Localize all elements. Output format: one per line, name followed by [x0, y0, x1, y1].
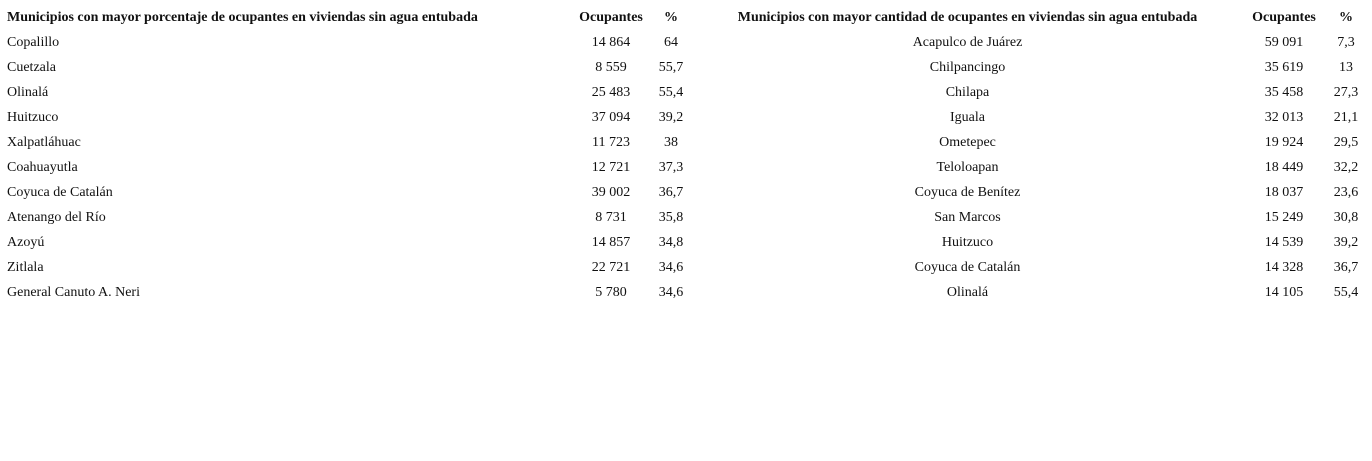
- header-cell: %: [664, 9, 678, 25]
- table-row: Atenango del Río 8 731 35,8 San Marcos 15 24…: [4, 205, 1368, 230]
- table-cell: 11 723: [592, 134, 630, 150]
- table-cell: 39 002: [591, 184, 631, 200]
- table-cell: 37 094: [591, 109, 631, 125]
- table-row: Huitzuco 37 094 39,2 Iguala 32 013 21,1: [4, 105, 1368, 130]
- header-cell: Ocupantes: [1252, 9, 1316, 25]
- table-cell: 8 731: [595, 209, 627, 225]
- table-cell: Huitzuco: [7, 109, 59, 125]
- table-cell: 12 721: [591, 159, 631, 175]
- table-cell: Acapulco de Juárez: [912, 34, 1023, 50]
- table-cell: 55,4: [658, 84, 684, 100]
- table-cell: 39,2: [1333, 234, 1359, 250]
- table-cell: 25 483: [591, 84, 631, 100]
- data-table: Municipios con mayor porcentaje de ocupa…: [4, 5, 1368, 305]
- table-cell: 19 924: [1264, 134, 1304, 150]
- table-cell: Coahuayutla: [7, 159, 78, 175]
- table-cell: 5 780: [595, 284, 627, 300]
- table-cell: Atenango del Río: [7, 209, 106, 225]
- table-cell: 27,3: [1333, 84, 1359, 100]
- table-cell: Huitzuco: [941, 234, 994, 250]
- table-cell: 14 857: [591, 234, 631, 250]
- table-row: Cuetzala 8 559 55,7 Chilpancingo 35 619 13: [4, 55, 1368, 80]
- table-cell: 39,2: [658, 109, 684, 125]
- table-cell: 38: [664, 134, 678, 150]
- table-cell: Iguala: [950, 109, 985, 125]
- table-cell: 64: [664, 34, 678, 50]
- table-cell: Chilpancingo: [929, 59, 1006, 75]
- table-cell: 21,1: [1333, 109, 1359, 125]
- header-row: Municipios con mayor porcentaje de ocupa…: [4, 5, 1368, 30]
- table-cell: 15 249: [1264, 209, 1304, 225]
- table-cell: Olinalá: [7, 84, 49, 100]
- table-cell: 14 539: [1264, 234, 1304, 250]
- table-cell: 22 721: [591, 259, 631, 275]
- table-cell: Azoyú: [7, 234, 45, 250]
- table-cell: 37,3: [658, 159, 684, 175]
- table-cell: Cuetzala: [7, 59, 56, 75]
- table-cell: Coyuca de Benítez: [914, 184, 1021, 200]
- table-cell: 34,8: [658, 234, 684, 250]
- table-cell: 36,7: [1333, 259, 1359, 275]
- table-cell: 30,8: [1333, 209, 1359, 225]
- table-row: Copalillo 14 864 64 Acapulco de Juárez 59 09…: [4, 30, 1368, 55]
- table-cell: Olinalá: [946, 284, 989, 300]
- table-cell: 59 091: [1264, 34, 1304, 50]
- table-cell: Ometepec: [939, 134, 996, 150]
- table-cell: 18 449: [1264, 159, 1304, 175]
- table-cell: 36,7: [658, 184, 684, 200]
- table-cell: 18 037: [1264, 184, 1304, 200]
- table-cell: 29,5: [1333, 134, 1359, 150]
- table-cell: Xalpatláhuac: [7, 134, 81, 150]
- table-row: General Canuto A. Neri 5 780 34,6 Olinalá 14…: [4, 280, 1368, 305]
- header-cell: Municipios con mayor porcentaje de ocupa…: [7, 9, 478, 25]
- table-cell: 34,6: [658, 259, 684, 275]
- table-cell: Teloloapan: [936, 159, 999, 175]
- table-cell: 32,2: [1333, 159, 1359, 175]
- table-cell: 55,7: [658, 59, 684, 75]
- table-cell: 14 864: [591, 34, 631, 50]
- table-cell: Coyuca de Catalán: [7, 184, 113, 200]
- table-cell: General Canuto A. Neri: [7, 284, 140, 300]
- table-cell: 34,6: [658, 284, 684, 300]
- table-cell: 55,4: [1333, 284, 1359, 300]
- table-cell: 35 458: [1264, 84, 1304, 100]
- table-row: Xalpatláhuac 11 723 38 Ometepec 19 924 29,5: [4, 130, 1368, 155]
- table-cell: 32 013: [1264, 109, 1304, 125]
- table-cell: 35,8: [658, 209, 684, 225]
- table-cell: 8 559: [595, 59, 627, 75]
- table-cell: 14 328: [1264, 259, 1304, 275]
- table-cell: 23,6: [1333, 184, 1359, 200]
- table-cell: Copalillo: [7, 34, 60, 50]
- table-row: Coahuayutla 12 721 37,3 Teloloapan 18 449 32,…: [4, 155, 1368, 180]
- header-cell: Ocupantes: [579, 9, 643, 25]
- table-cell: 35 619: [1264, 59, 1304, 75]
- table-cell: Coyuca de Catalán: [914, 259, 1021, 275]
- table-cell: 7,3: [1337, 34, 1355, 50]
- table-cell: San Marcos: [934, 209, 1001, 225]
- table-row: Azoyú 14 857 34,8 Huitzuco 14 539 39,2: [4, 230, 1368, 255]
- table-cell: 13: [1339, 59, 1353, 75]
- table-cell: 14 105: [1264, 284, 1304, 300]
- table-row: Olinalá 25 483 55,4 Chilapa 35 458 27,3: [4, 80, 1368, 105]
- table-row: Zitlala 22 721 34,6 Coyuca de Catalán 14 328…: [4, 255, 1368, 280]
- table-body: Copalillo 14 864 64 Acapulco de Juárez 59 09…: [4, 30, 1368, 305]
- table-cell: Zitlala: [7, 259, 44, 275]
- table-cell: Chilapa: [945, 84, 990, 100]
- header-cell: %: [1339, 9, 1353, 25]
- header-cell: Municipios con mayor cantidad de ocupant…: [737, 9, 1198, 25]
- table-row: Coyuca de Catalán 39 002 36,7 Coyuca de Ben…: [4, 180, 1368, 205]
